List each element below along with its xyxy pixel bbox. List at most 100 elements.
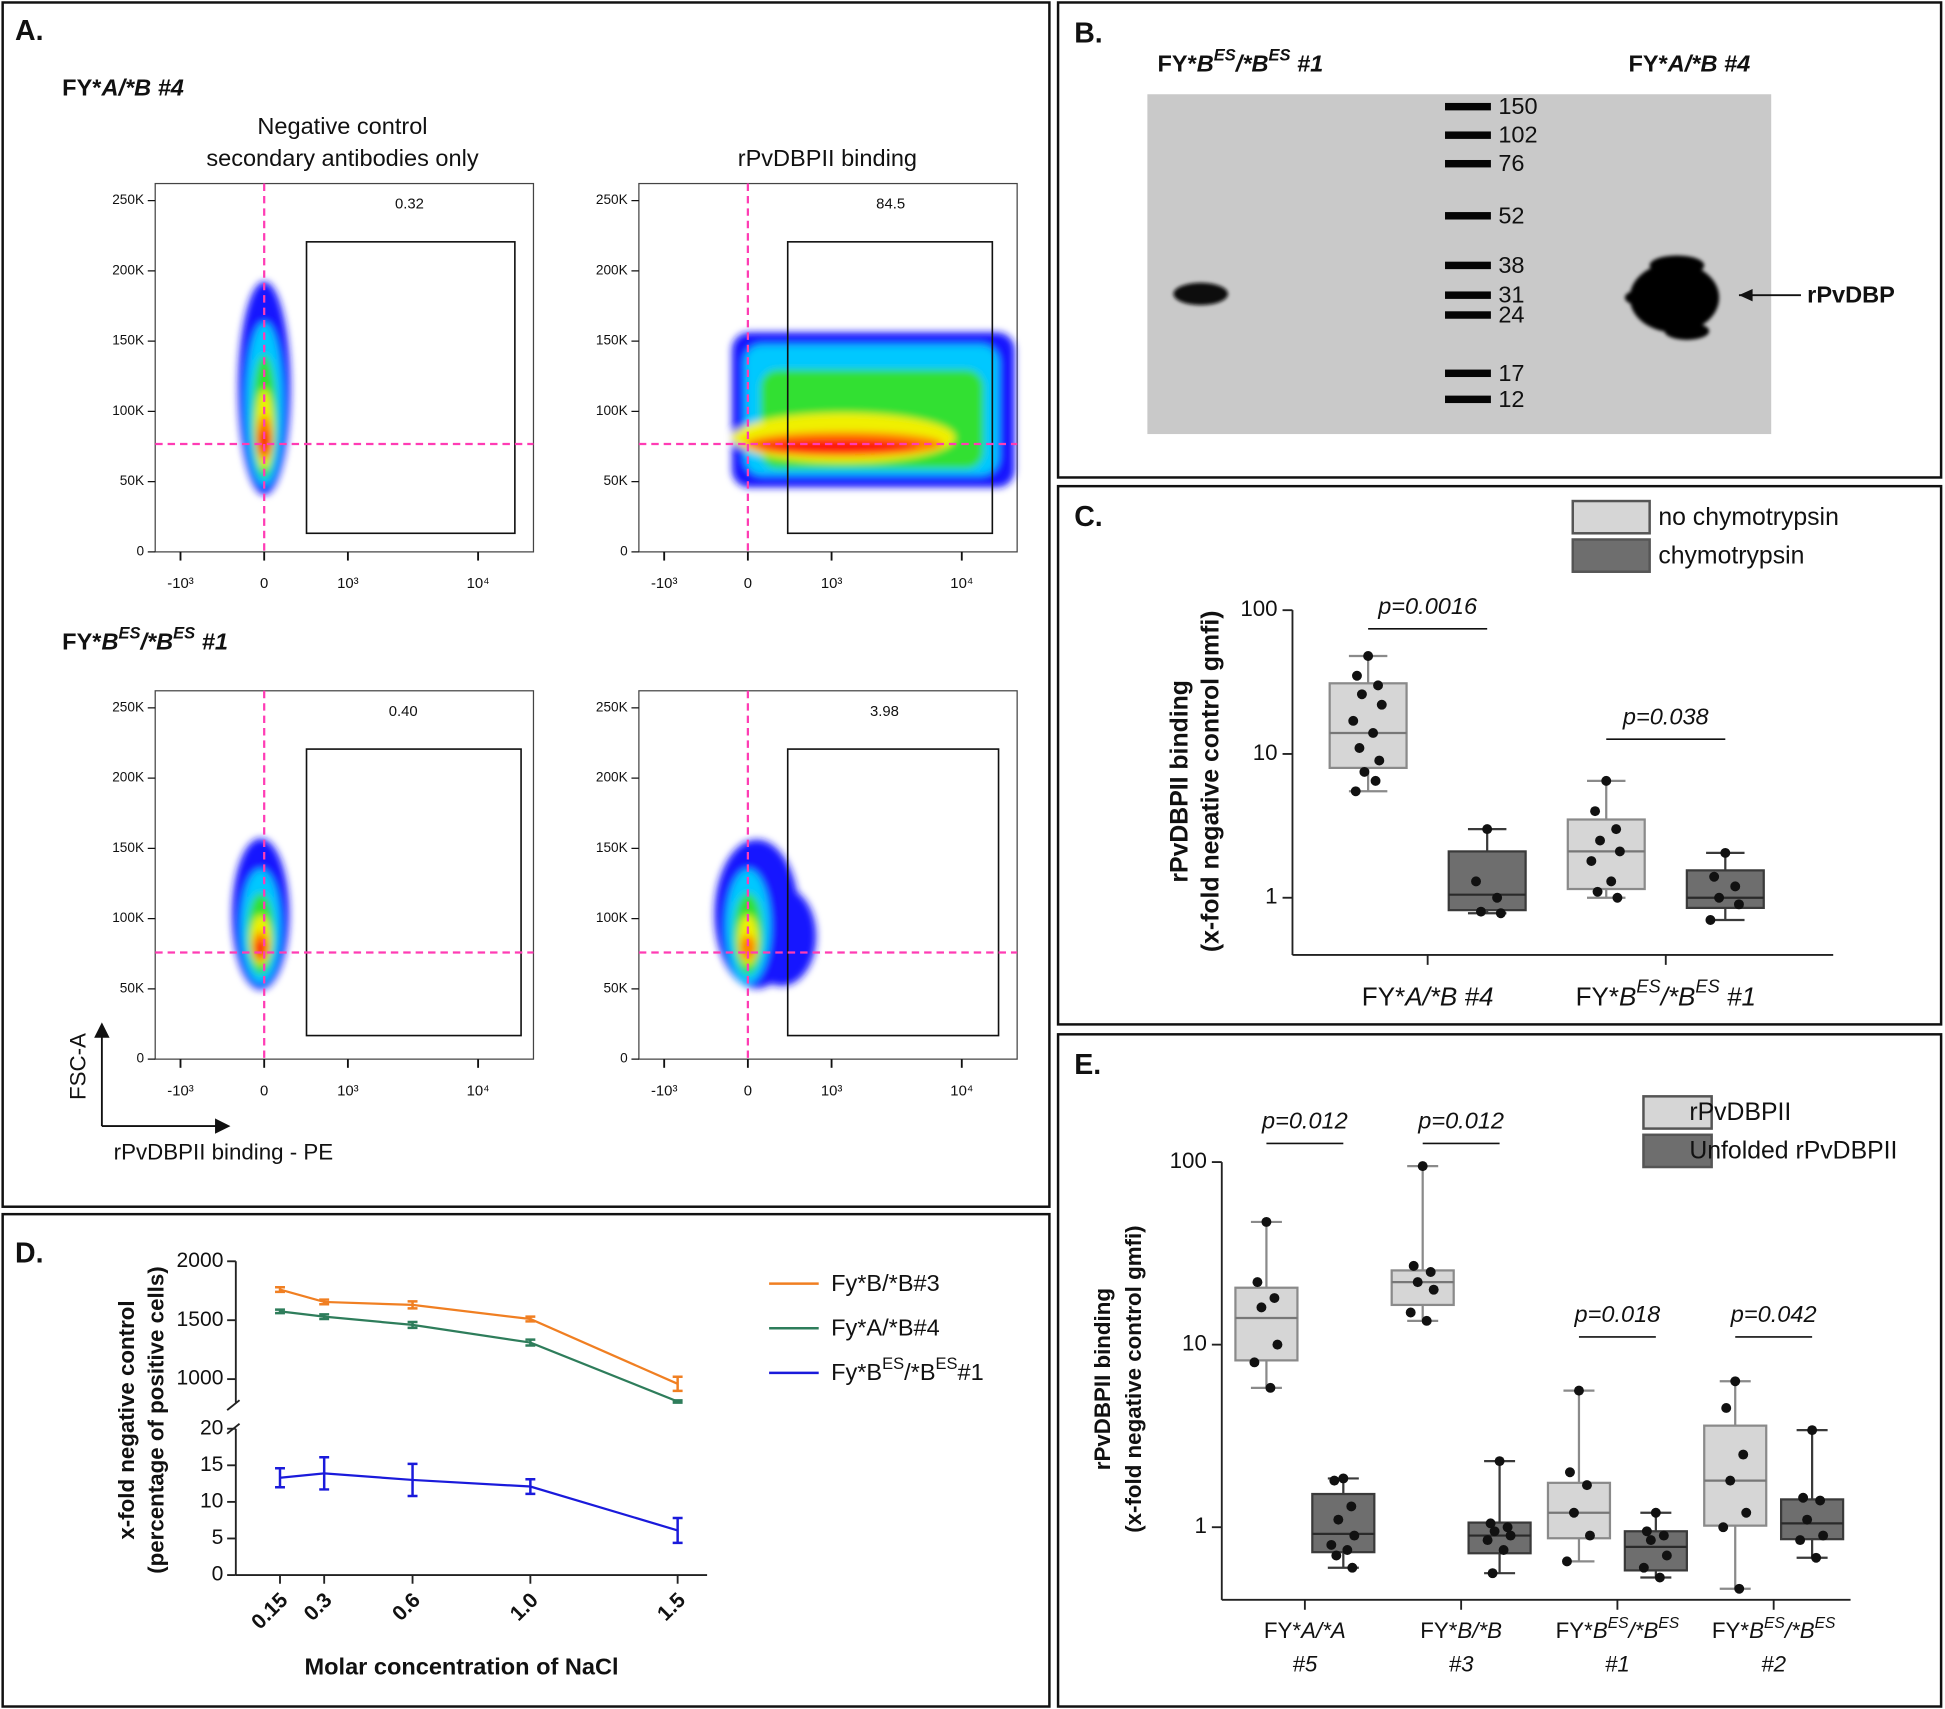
density-level: [756, 439, 918, 454]
y-tick-label: 100K: [112, 910, 144, 925]
y-tick-label: 2000: [177, 1249, 224, 1272]
x-tick-label: -10³: [651, 1083, 677, 1099]
data-point: [1352, 670, 1362, 681]
data-point: [1495, 908, 1506, 919]
p-value: p=0.038: [1622, 703, 1709, 729]
data-point: [1331, 1550, 1342, 1561]
data-point: [1612, 892, 1623, 903]
data-point: [1705, 915, 1716, 925]
data-point: [1807, 1425, 1818, 1436]
ladder-label: 31: [1498, 282, 1524, 308]
data-point: [1650, 1507, 1661, 1518]
x-tick-label: 1.0: [506, 1589, 543, 1626]
data-point: [1714, 892, 1725, 903]
error-bar: [275, 1466, 285, 1489]
x-tick-label: #5: [1292, 1651, 1317, 1676]
data-point: [1641, 1526, 1652, 1537]
blot-band: [1624, 255, 1720, 340]
data-point: [1359, 766, 1370, 777]
error-bar: [672, 1375, 683, 1393]
data-point: [1725, 1475, 1736, 1486]
data-point: [1363, 651, 1374, 661]
legend-swatch: [1571, 499, 1651, 535]
data-point: [1329, 1475, 1340, 1486]
x-tick-label: 0.15: [247, 1588, 292, 1633]
data-point: [1658, 1530, 1669, 1541]
panel-label: D.: [15, 1238, 44, 1270]
data-point: [1482, 1535, 1493, 1546]
panel-label: C.: [1074, 501, 1103, 533]
ladder-band: [1445, 102, 1491, 111]
error-bar: [525, 1338, 536, 1347]
data-point: [1370, 775, 1381, 786]
legend-label: chymotrypsin: [1658, 542, 1804, 569]
p-value: p=0.012: [1417, 1108, 1504, 1134]
legend-label: Fy*A/*B#4: [831, 1315, 940, 1341]
ladder-band: [1445, 395, 1491, 404]
x-tick-label: FY*BES/*BES: [1712, 1615, 1836, 1643]
error-bar: [672, 1399, 683, 1404]
box: [1328, 682, 1408, 770]
error-bar: [275, 1285, 285, 1294]
x-tick-label: 10⁴: [467, 1083, 490, 1099]
y-tick-label: 100: [1240, 596, 1277, 621]
sample-label: FY*BES/*BES #1: [62, 625, 228, 655]
plot-frame: [638, 182, 1018, 553]
y-tick-label: 100K: [112, 403, 144, 418]
x-tick-label: -10³: [167, 576, 193, 592]
y-tick-label: 10: [200, 1489, 223, 1512]
data-point: [1795, 1535, 1806, 1546]
y-tick-label: 100K: [596, 403, 628, 418]
ladder-label: 24: [1498, 301, 1524, 327]
box: [1546, 1481, 1612, 1540]
error-bar: [672, 1516, 683, 1545]
data-point: [1798, 1492, 1809, 1503]
y-tick-label: 250K: [112, 192, 144, 207]
x-tick-label: 10³: [337, 576, 359, 592]
y-tick-label: 50K: [603, 980, 627, 995]
box: [1566, 818, 1646, 891]
gate-value: 84.5: [876, 197, 905, 213]
panel-d-frame: [1, 1212, 1051, 1708]
y-tick-label: 200K: [596, 262, 628, 277]
error-bar: [407, 1300, 418, 1310]
x-tick-label: 0: [744, 1083, 752, 1099]
panel-label: E.: [1074, 1049, 1101, 1081]
y-tick-label: 1: [1265, 884, 1277, 909]
y-tick-label: 0: [212, 1563, 224, 1586]
y-tick-label: 0: [136, 1051, 144, 1066]
data-point: [1272, 1339, 1283, 1350]
x-tick-label: -10³: [651, 576, 677, 592]
y-tick-label: 250K: [112, 699, 144, 714]
flow-plot: 0.32 0 50K 100K 150K 200K 250K -10³ 0 10³ 10⁴: [112, 182, 535, 592]
data-point: [1249, 1357, 1260, 1368]
ladder-band: [1445, 369, 1491, 378]
band-label: rPvDBP: [1807, 282, 1895, 308]
data-point: [1485, 1518, 1496, 1529]
p-value: p=0.018: [1574, 1301, 1661, 1327]
data-point: [1720, 847, 1731, 858]
error-bar: [525, 1477, 536, 1496]
x-tick-label: FY*BES/*BES #1: [1576, 976, 1756, 1012]
x-tick-label: 0.3: [300, 1589, 337, 1626]
data-point: [1487, 1568, 1498, 1579]
data-point: [1505, 1530, 1516, 1541]
band-arrow-head: [1738, 288, 1753, 302]
y-tick-label: 20: [200, 1416, 223, 1439]
ladder-label: 52: [1498, 202, 1524, 228]
ladder-label: 12: [1498, 386, 1524, 412]
data-point: [1815, 1495, 1826, 1506]
lane-label: FY*BES/*BES #1: [1158, 47, 1324, 77]
x-tick-label: FY*BES/*BES: [1556, 1615, 1680, 1643]
y-tick-label: 1500: [177, 1308, 224, 1331]
data-point: [1581, 1480, 1592, 1491]
data-point: [1606, 876, 1617, 887]
data-point: [1482, 824, 1493, 835]
x-tick-label: FY*B/*B: [1420, 1618, 1502, 1643]
blot-band: [1173, 282, 1228, 306]
x-axis-label: rPvDBPII binding - PE: [114, 1139, 334, 1164]
data-point: [1802, 1514, 1813, 1525]
data-point: [1498, 1545, 1509, 1555]
p-value: p=0.042: [1730, 1301, 1817, 1327]
panel-label: A.: [15, 15, 44, 47]
